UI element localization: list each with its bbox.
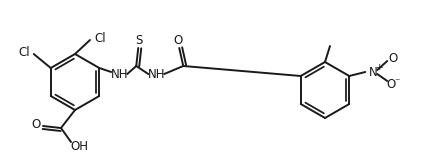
Text: Cl: Cl bbox=[18, 46, 30, 60]
Text: ⁻: ⁻ bbox=[395, 77, 400, 87]
Text: +: + bbox=[376, 64, 383, 73]
Text: O: O bbox=[387, 78, 396, 91]
Text: NH: NH bbox=[110, 67, 128, 80]
Text: O: O bbox=[389, 52, 398, 66]
Text: S: S bbox=[136, 33, 143, 46]
Text: Cl: Cl bbox=[94, 33, 106, 46]
Text: OH: OH bbox=[70, 140, 88, 152]
Text: N: N bbox=[369, 66, 377, 79]
Text: NH: NH bbox=[148, 67, 165, 80]
Text: O: O bbox=[174, 33, 183, 46]
Text: O: O bbox=[31, 118, 41, 131]
